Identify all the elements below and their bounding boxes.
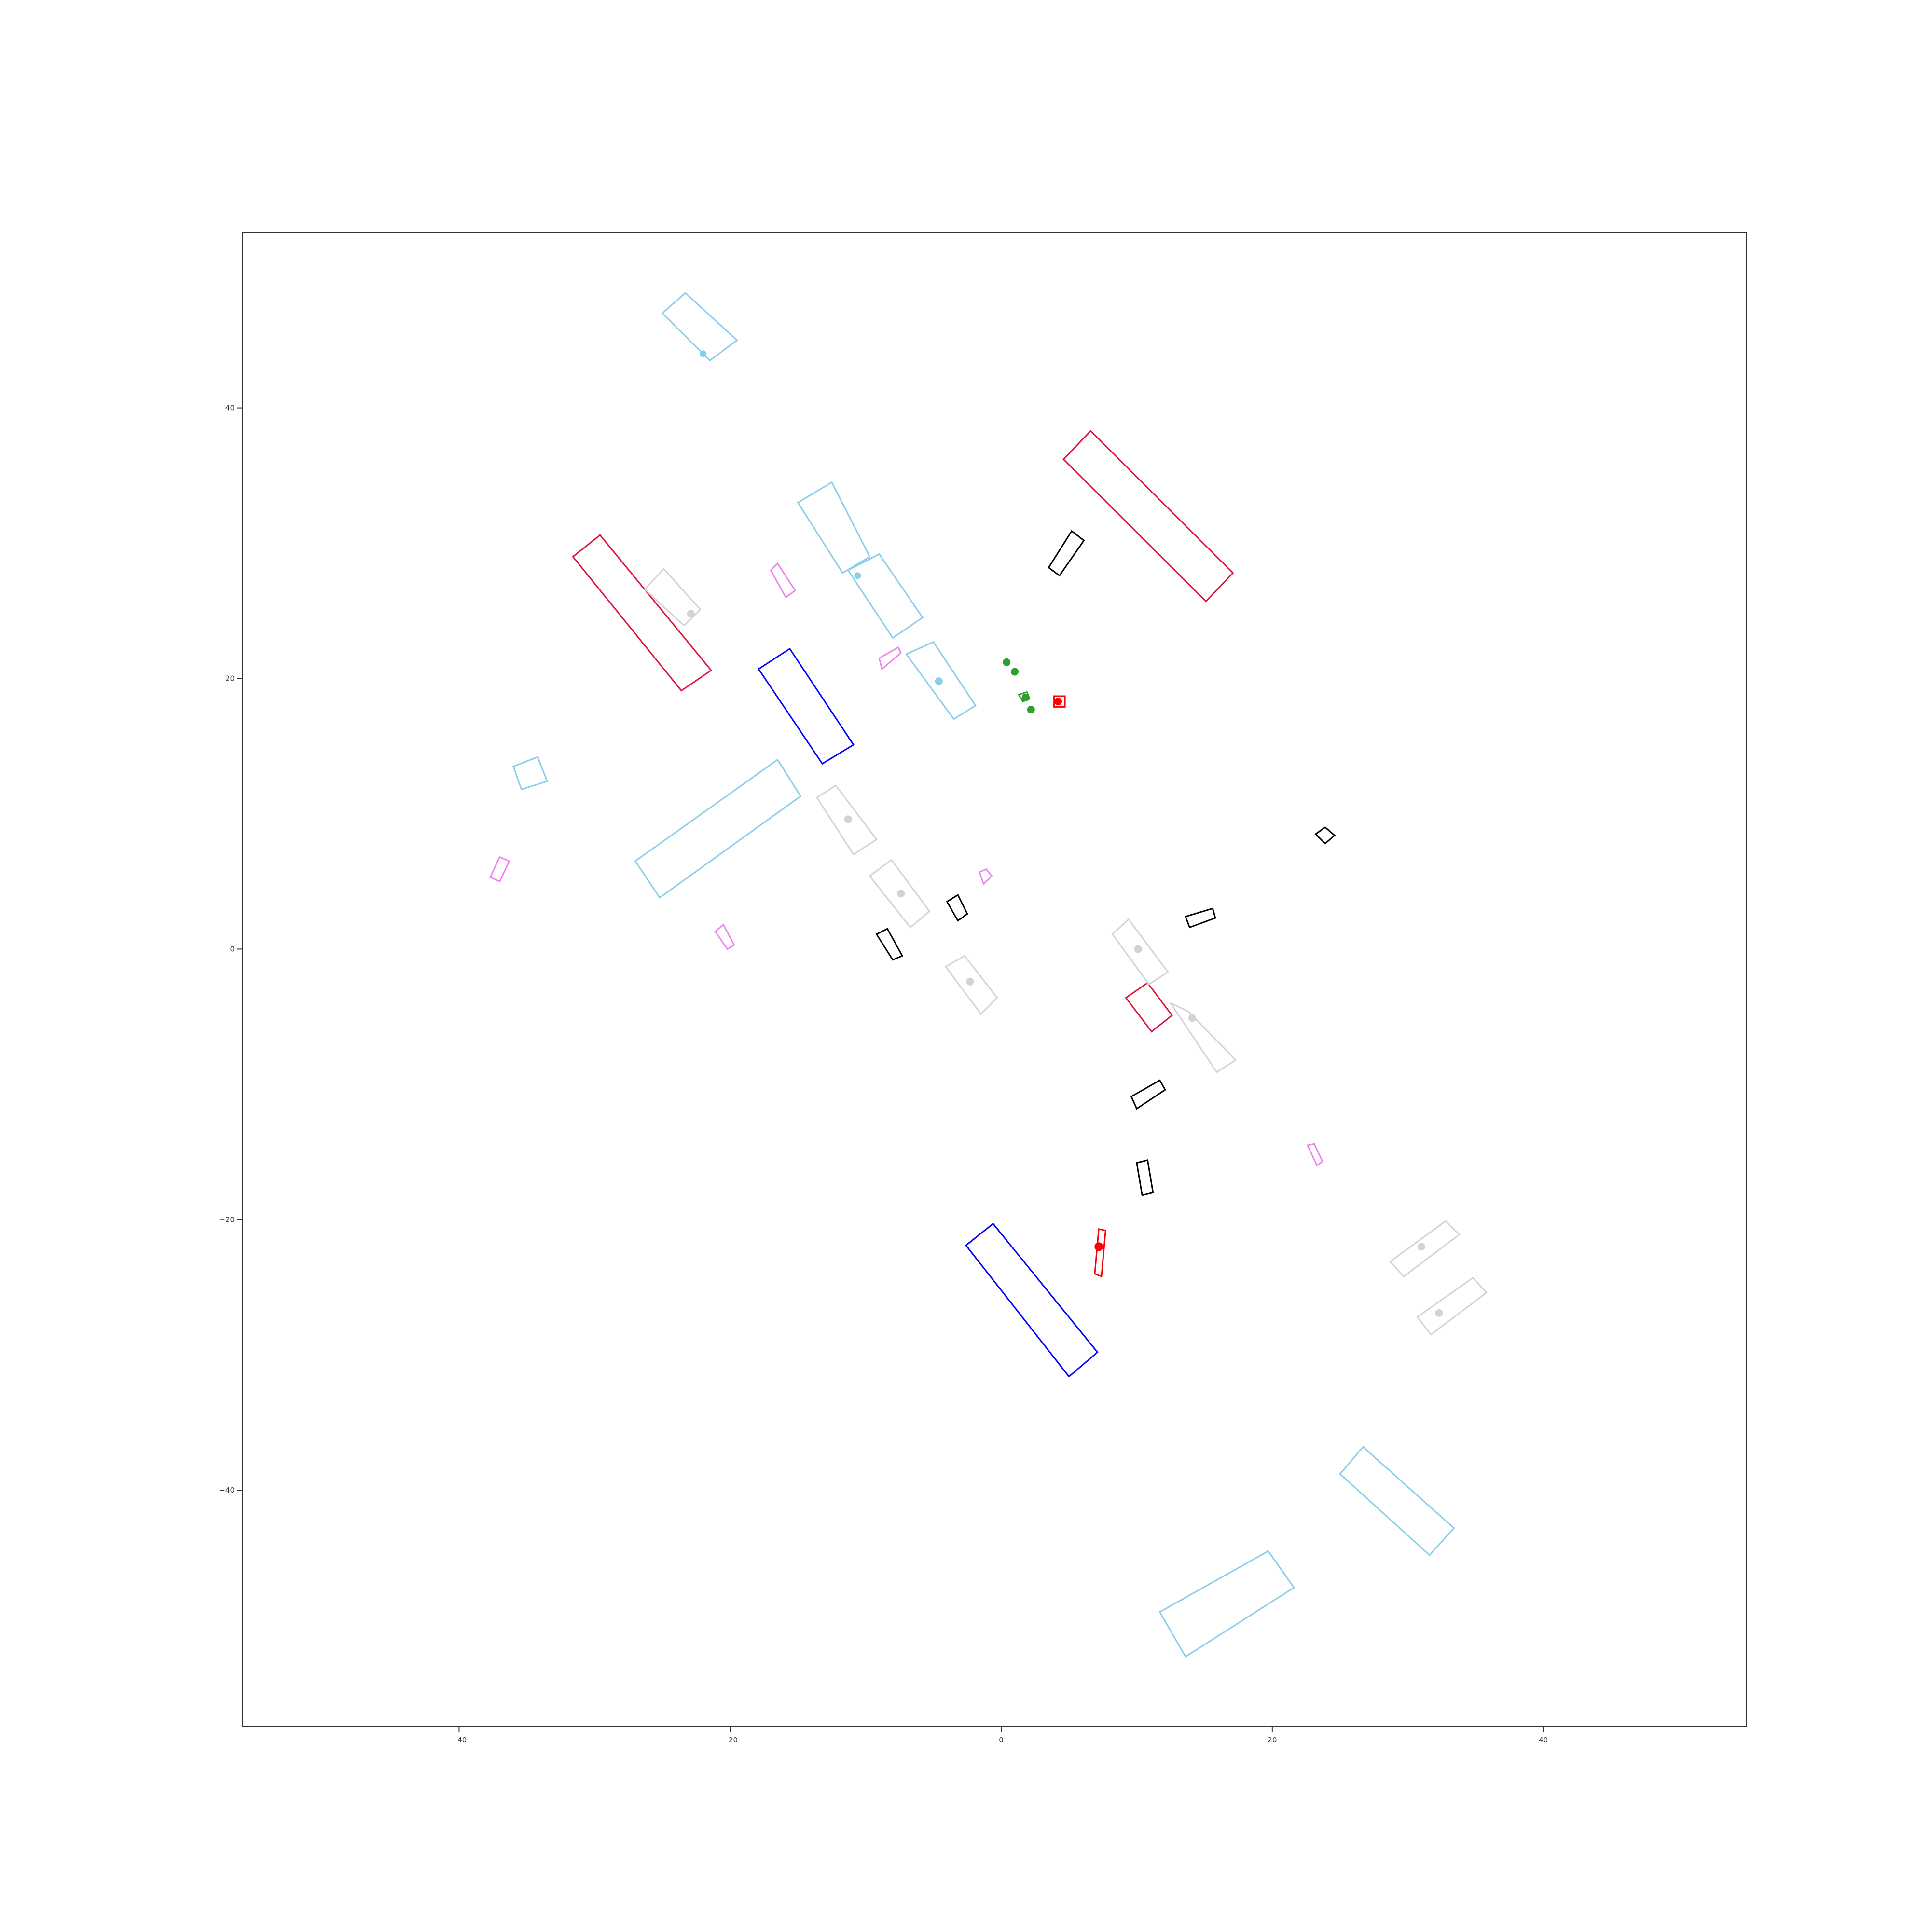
box-skyblue-2 bbox=[847, 553, 924, 639]
box-lightgray-22 bbox=[868, 859, 931, 929]
box-green-36 bbox=[1018, 691, 1031, 703]
box-violet-31 bbox=[489, 856, 510, 883]
box-black-19 bbox=[1136, 1159, 1154, 1196]
x-tick-label: −40 bbox=[452, 1736, 467, 1744]
box-lightgray-26 bbox=[1389, 1220, 1461, 1278]
y-tick-label: 0 bbox=[230, 945, 234, 953]
y-tick-label: −40 bbox=[219, 1486, 234, 1494]
box-crimson-10 bbox=[1125, 982, 1173, 1033]
box-black-13 bbox=[1048, 530, 1085, 577]
box-skyblue-7 bbox=[1158, 1550, 1295, 1658]
points-layer bbox=[687, 350, 1443, 1317]
box-violet-32 bbox=[714, 923, 735, 950]
box-skyblue-6 bbox=[1339, 1446, 1455, 1556]
box-black-15 bbox=[1185, 907, 1216, 929]
point-green-14 bbox=[1027, 706, 1035, 713]
point-lightgray-9 bbox=[1417, 1243, 1425, 1251]
box-black-18 bbox=[1130, 1079, 1166, 1110]
box-lightgray-23 bbox=[944, 955, 998, 1015]
box-violet-33 bbox=[1306, 1143, 1323, 1167]
box-lightgray-25 bbox=[1169, 1001, 1237, 1073]
box-black-17 bbox=[875, 928, 904, 961]
box-blue-12 bbox=[965, 1222, 1099, 1378]
box-violet-29 bbox=[878, 646, 902, 671]
box-crimson-9 bbox=[572, 534, 713, 692]
box-violet-30 bbox=[979, 868, 993, 886]
box-skyblue-3 bbox=[905, 641, 977, 720]
point-lightgray-5 bbox=[897, 890, 905, 898]
y-tick-label: −20 bbox=[219, 1215, 234, 1224]
x-tick-label: 20 bbox=[1268, 1736, 1277, 1744]
box-violet-28 bbox=[770, 562, 797, 599]
box-red-34 bbox=[1053, 695, 1066, 708]
point-lightgray-7 bbox=[1134, 945, 1142, 953]
box-black-16 bbox=[946, 894, 968, 922]
box-black-14 bbox=[1314, 826, 1336, 845]
point-lightgray-3 bbox=[687, 609, 695, 617]
point-red-16 bbox=[1094, 1242, 1103, 1251]
box-lightgray-20 bbox=[644, 568, 702, 627]
y-tick-label: 40 bbox=[225, 404, 234, 412]
point-lightgray-4 bbox=[844, 815, 852, 823]
box-lightgray-21 bbox=[815, 784, 878, 856]
point-green-12 bbox=[1011, 668, 1019, 676]
box-lightgray-24 bbox=[1111, 918, 1169, 986]
box-skyblue-0 bbox=[661, 292, 738, 362]
point-skyblue-1 bbox=[854, 572, 861, 579]
box-red-35 bbox=[1094, 1228, 1106, 1278]
box-lightgray-27 bbox=[1416, 1276, 1488, 1336]
y-axis: −40 −20 0 20 40 bbox=[219, 404, 242, 1494]
box-crimson-8 bbox=[1062, 430, 1234, 603]
box-skyblue-5 bbox=[634, 758, 802, 899]
box-skyblue-4 bbox=[512, 756, 548, 791]
x-tick-label: 0 bbox=[999, 1736, 1004, 1744]
x-tick-label: −20 bbox=[722, 1736, 738, 1744]
point-lightgray-8 bbox=[1188, 1014, 1197, 1022]
boxes-layer bbox=[489, 292, 1488, 1658]
point-green-13 bbox=[1021, 693, 1030, 701]
box-skyblue-1 bbox=[797, 481, 871, 574]
x-tick-label: 40 bbox=[1539, 1736, 1548, 1744]
box-blue-11 bbox=[758, 647, 855, 765]
point-lightgray-10 bbox=[1435, 1309, 1443, 1317]
point-red-15 bbox=[1054, 698, 1062, 706]
point-skyblue-2 bbox=[935, 677, 943, 685]
point-skyblue-0 bbox=[700, 350, 707, 357]
x-axis: −40 −20 0 20 40 bbox=[452, 1727, 1548, 1744]
point-green-11 bbox=[1003, 658, 1011, 666]
plot-frame bbox=[242, 232, 1747, 1727]
y-tick-label: 20 bbox=[225, 674, 234, 683]
point-lightgray-6 bbox=[966, 977, 974, 986]
